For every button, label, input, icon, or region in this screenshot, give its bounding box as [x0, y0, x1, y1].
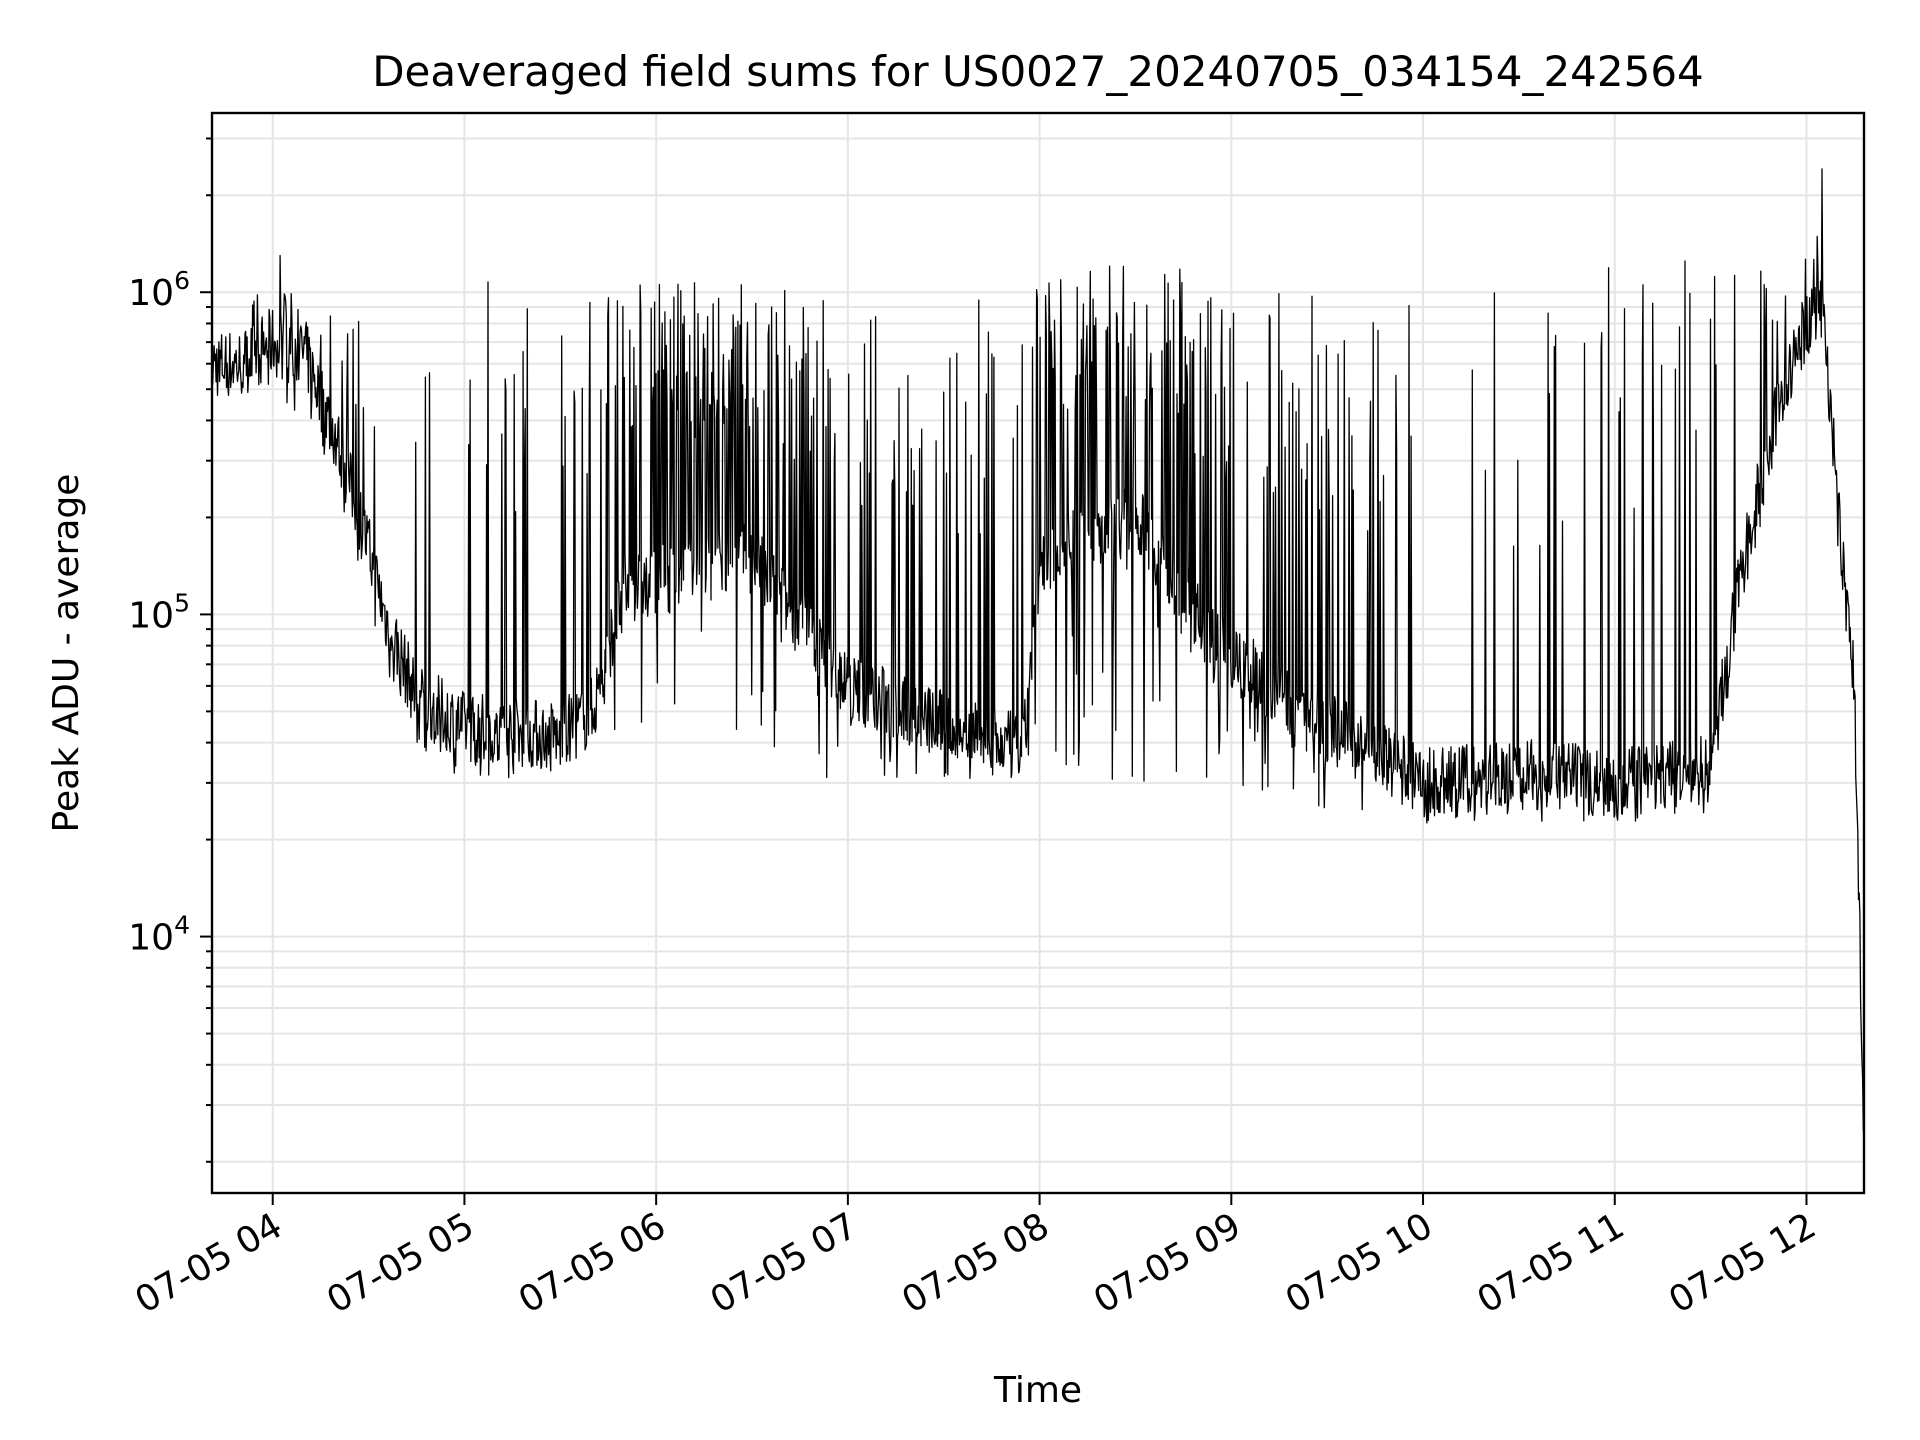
x-axis-label: Time	[993, 1370, 1082, 1411]
y-tick-label: 105	[128, 588, 190, 636]
chart-title: Deaveraged field sums for US0027_2024070…	[372, 47, 1704, 96]
plot-frame	[210, 111, 1866, 1195]
y-axis-label: Peak ADU - average	[46, 474, 87, 833]
series-layer	[211, 168, 1865, 1138]
y-tick-label: 106	[128, 266, 190, 314]
y-tick-label: 104	[128, 911, 190, 959]
series-line	[211, 168, 1865, 1138]
